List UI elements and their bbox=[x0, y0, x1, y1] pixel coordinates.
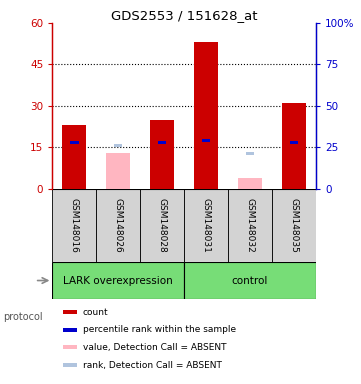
Bar bbox=[63, 328, 77, 332]
Text: percentile rank within the sample: percentile rank within the sample bbox=[83, 325, 236, 334]
Bar bbox=[194, 42, 218, 189]
Text: GSM148026: GSM148026 bbox=[114, 198, 123, 253]
Bar bbox=[290, 141, 298, 144]
Bar bbox=[272, 189, 316, 262]
Bar bbox=[62, 125, 86, 189]
Bar bbox=[70, 141, 79, 144]
Text: GSM148032: GSM148032 bbox=[245, 198, 255, 253]
Text: GSM148028: GSM148028 bbox=[158, 198, 167, 253]
Text: GSM148031: GSM148031 bbox=[201, 198, 210, 253]
Text: LARK overexpression: LARK overexpression bbox=[63, 276, 173, 286]
Bar bbox=[184, 262, 316, 299]
Bar bbox=[63, 310, 77, 314]
Title: GDS2553 / 151628_at: GDS2553 / 151628_at bbox=[111, 9, 257, 22]
Text: protocol: protocol bbox=[4, 312, 43, 322]
Text: rank, Detection Call = ABSENT: rank, Detection Call = ABSENT bbox=[83, 361, 222, 370]
Bar bbox=[238, 177, 262, 189]
Bar bbox=[202, 139, 210, 142]
Text: count: count bbox=[83, 308, 108, 317]
Text: GSM148016: GSM148016 bbox=[70, 198, 79, 253]
Bar bbox=[52, 189, 96, 262]
Bar bbox=[150, 119, 174, 189]
Bar bbox=[63, 346, 77, 349]
Bar bbox=[114, 144, 122, 147]
Bar bbox=[140, 189, 184, 262]
Bar bbox=[52, 262, 184, 299]
Text: control: control bbox=[232, 276, 268, 286]
Bar bbox=[158, 141, 166, 144]
Bar bbox=[228, 189, 272, 262]
Bar bbox=[184, 189, 228, 262]
Bar bbox=[106, 153, 130, 189]
Bar bbox=[246, 152, 254, 156]
Bar bbox=[282, 103, 306, 189]
Text: value, Detection Call = ABSENT: value, Detection Call = ABSENT bbox=[83, 343, 226, 352]
Bar bbox=[63, 363, 77, 367]
Text: GSM148035: GSM148035 bbox=[290, 198, 299, 253]
Bar bbox=[96, 189, 140, 262]
